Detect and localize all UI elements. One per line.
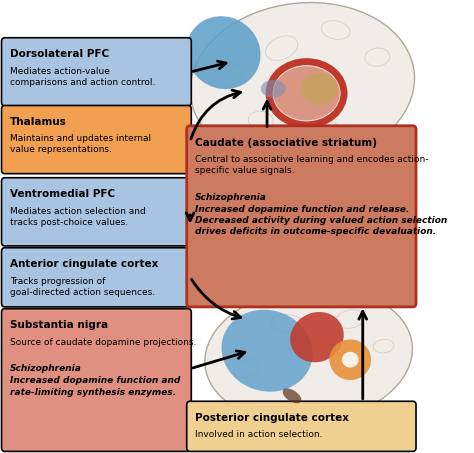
FancyBboxPatch shape bbox=[187, 126, 416, 307]
Ellipse shape bbox=[261, 80, 286, 98]
FancyArrowPatch shape bbox=[193, 351, 245, 368]
FancyArrowPatch shape bbox=[263, 101, 271, 127]
Ellipse shape bbox=[342, 352, 359, 368]
FancyArrowPatch shape bbox=[191, 280, 241, 319]
Ellipse shape bbox=[301, 73, 338, 105]
FancyBboxPatch shape bbox=[1, 178, 191, 246]
Ellipse shape bbox=[290, 312, 344, 362]
Ellipse shape bbox=[283, 388, 301, 403]
Text: Thalamus: Thalamus bbox=[10, 117, 67, 127]
FancyBboxPatch shape bbox=[1, 38, 191, 106]
FancyArrowPatch shape bbox=[359, 311, 367, 399]
Ellipse shape bbox=[273, 66, 340, 120]
Text: Mediates action selection and
tracks post-choice values.: Mediates action selection and tracks pos… bbox=[10, 207, 146, 227]
Ellipse shape bbox=[221, 310, 312, 392]
FancyBboxPatch shape bbox=[187, 401, 416, 451]
Text: Schizophrenia: Schizophrenia bbox=[195, 193, 267, 202]
Text: Increased dopamine function and release.
Decreased activity during valued action: Increased dopamine function and release.… bbox=[195, 205, 447, 236]
Text: Anterior cingulate cortex: Anterior cingulate cortex bbox=[10, 260, 158, 270]
Text: Source of caudate dopamine projections.: Source of caudate dopamine projections. bbox=[10, 337, 196, 347]
FancyBboxPatch shape bbox=[1, 248, 191, 307]
Ellipse shape bbox=[329, 339, 371, 380]
Text: Substantia nigra: Substantia nigra bbox=[10, 320, 108, 330]
FancyArrowPatch shape bbox=[191, 90, 240, 139]
Text: Increased dopamine function and
rate-limiting synthesis enzymes.: Increased dopamine function and rate-lim… bbox=[10, 376, 180, 396]
Text: Ventromedial PFC: Ventromedial PFC bbox=[10, 189, 115, 199]
Text: Caudate (associative striatum): Caudate (associative striatum) bbox=[195, 138, 377, 148]
Ellipse shape bbox=[186, 16, 261, 89]
Text: Posterior cingulate cortex: Posterior cingulate cortex bbox=[195, 413, 349, 423]
Ellipse shape bbox=[205, 287, 412, 424]
Text: Central to associative learning and encodes action-
specific value signals.: Central to associative learning and enco… bbox=[195, 154, 428, 175]
Text: Maintains and updates internal
value representations.: Maintains and updates internal value rep… bbox=[10, 135, 151, 154]
Text: Involved in action selection.: Involved in action selection. bbox=[195, 430, 322, 439]
Text: Mediates action-value
comparisons and action control.: Mediates action-value comparisons and ac… bbox=[10, 67, 155, 87]
Ellipse shape bbox=[190, 3, 415, 166]
FancyArrowPatch shape bbox=[193, 61, 226, 72]
Text: Schizophrenia: Schizophrenia bbox=[10, 364, 82, 373]
Text: Tracks progression of
goal-directed action sequences.: Tracks progression of goal-directed acti… bbox=[10, 277, 155, 297]
Text: Dorsolateral PFC: Dorsolateral PFC bbox=[10, 49, 109, 59]
FancyBboxPatch shape bbox=[1, 106, 191, 173]
FancyBboxPatch shape bbox=[1, 308, 191, 451]
FancyArrowPatch shape bbox=[186, 213, 194, 221]
